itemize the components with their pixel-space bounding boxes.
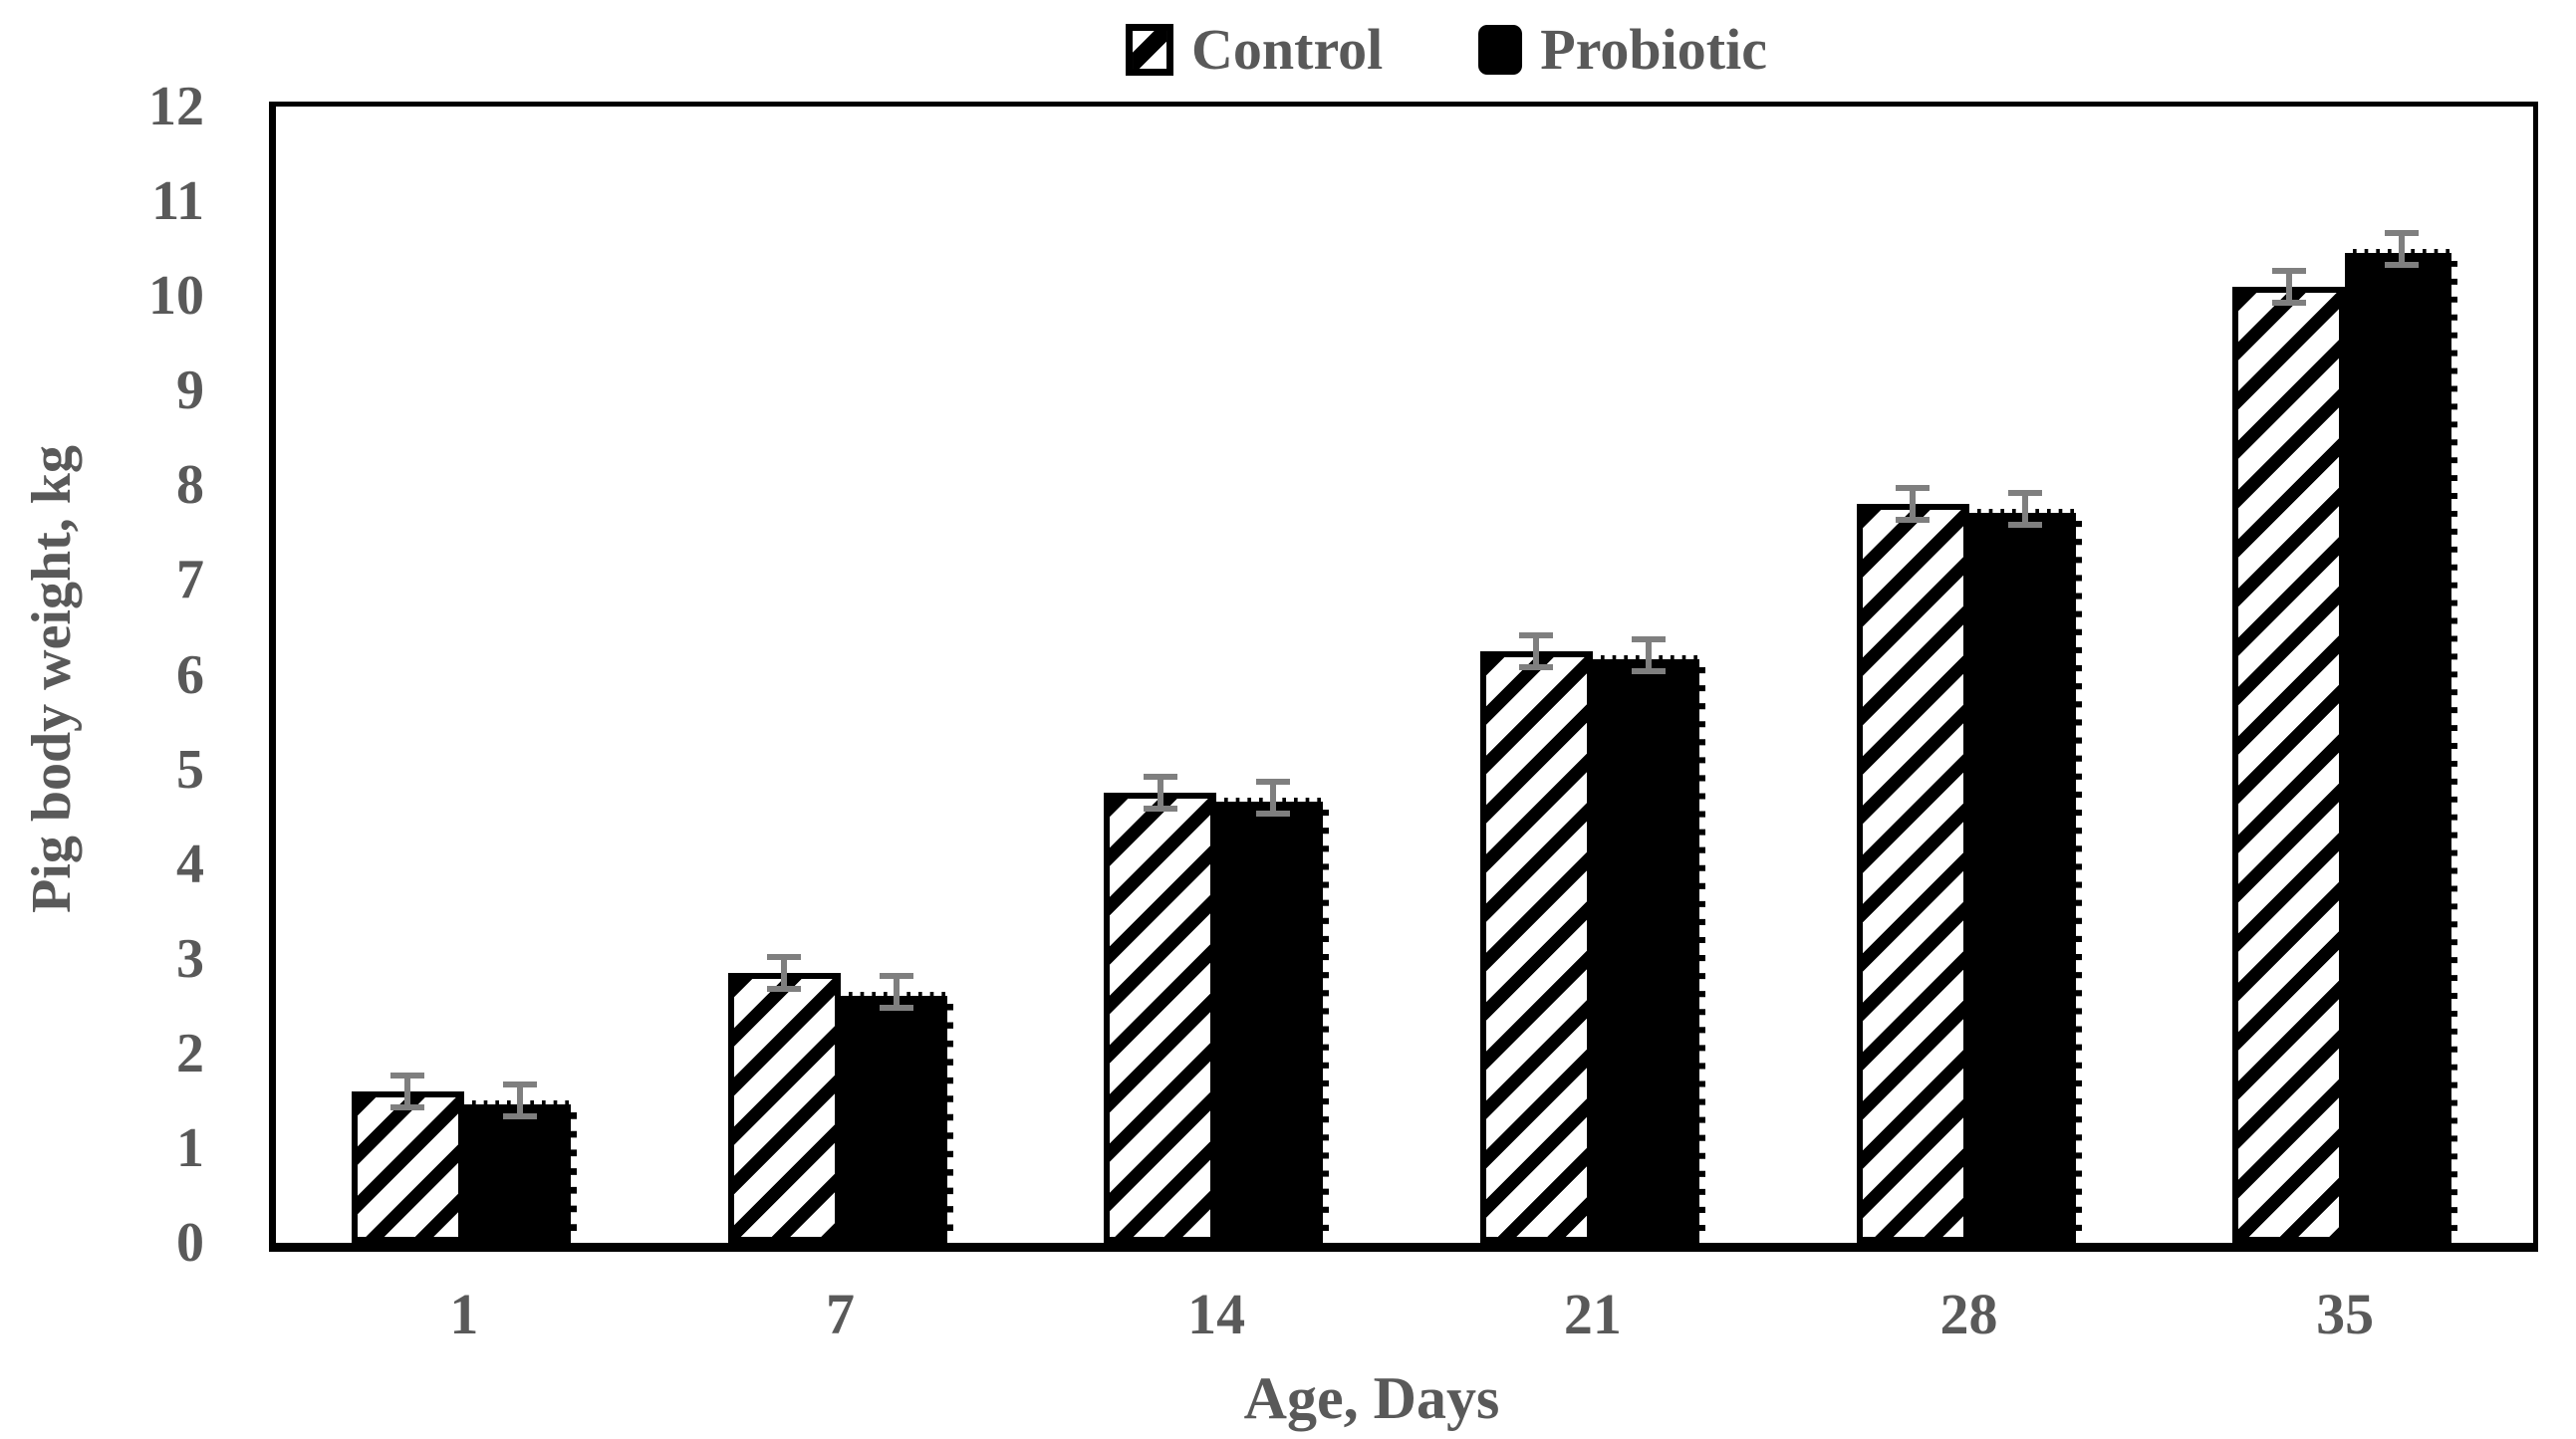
y-tick-label: 9	[176, 360, 204, 422]
error-bar-probiotic-day-35	[2384, 229, 2419, 268]
error-bar-probiotic-day-7	[880, 973, 913, 1012]
bar-control-day-7	[727, 973, 841, 1243]
error-bar-line	[517, 1081, 524, 1120]
bar-control-day-14	[1104, 793, 1217, 1243]
plot-area	[269, 102, 2538, 1252]
bar-control-day-28	[1856, 504, 1969, 1243]
bar-control-day-21	[1479, 650, 1593, 1243]
error-bar-top-cap	[880, 973, 913, 979]
y-tick-label: 1	[176, 1116, 204, 1179]
x-axis-ticks: 1 7 14 21 28 35	[276, 1283, 2533, 1354]
error-bar-control-day-21	[1519, 631, 1554, 670]
error-bar-bottom-cap	[1143, 806, 1177, 813]
x-tick-label: 35	[2316, 1282, 2375, 1346]
y-tick-label: 6	[176, 643, 204, 706]
bar-probiotic-day-14	[1216, 798, 1330, 1243]
bar-control-day-35	[2232, 286, 2346, 1243]
y-tick-label: 2	[176, 1022, 204, 1084]
error-bar-top-cap	[1896, 485, 1930, 492]
error-bar-bottom-cap	[1632, 668, 1667, 675]
error-bar-bottom-cap	[503, 1113, 538, 1120]
error-bar-control-day-28	[1896, 485, 1930, 524]
y-axis-ticks: 0 1 2 3 4 5 6 7 8 9 10 11 12	[0, 77, 204, 1273]
error-bar-top-cap	[390, 1072, 425, 1079]
error-bar-top-cap	[2271, 267, 2306, 274]
y-tick-label: 12	[148, 76, 204, 137]
error-bar-bottom-cap	[2008, 522, 2042, 529]
error-bar-top-cap	[1632, 636, 1667, 643]
error-bar-top-cap	[2384, 229, 2419, 236]
error-bar-probiotic-day-1	[503, 1081, 538, 1120]
hatch-swatch-icon	[1126, 24, 1174, 76]
y-tick-label: 0	[176, 1212, 204, 1274]
error-bar-line	[1157, 774, 1163, 813]
y-tick-label: 3	[176, 927, 204, 990]
error-bar-line	[2285, 267, 2292, 306]
error-bar-bottom-cap	[390, 1103, 425, 1110]
error-bar-probiotic-day-28	[2008, 490, 2042, 529]
error-bar-line	[404, 1072, 411, 1110]
error-bar-line	[781, 953, 787, 993]
y-tick-label: 10	[148, 265, 204, 328]
error-bar-bottom-cap	[880, 1005, 913, 1012]
error-bar-probiotic-day-21	[1632, 636, 1667, 675]
error-bar-control-day-7	[767, 953, 801, 993]
x-tick-label: 1	[449, 1282, 479, 1346]
error-bar-control-day-14	[1143, 774, 1177, 813]
legend-item-control: Control	[1126, 21, 1383, 79]
y-tick-label: 4	[176, 833, 204, 895]
legend: Control Probiotic	[1126, 8, 1767, 92]
error-bar-top-cap	[2008, 490, 2042, 497]
error-bar-bottom-cap	[767, 986, 801, 993]
y-tick-label: 5	[176, 738, 204, 801]
solid-swatch-icon	[1478, 25, 1523, 75]
error-bar-control-day-1	[390, 1072, 425, 1110]
error-bar-top-cap	[503, 1081, 538, 1088]
error-bar-line	[1910, 485, 1916, 524]
bar-probiotic-day-35	[2345, 248, 2458, 1243]
legend-label-probiotic: Probiotic	[1540, 17, 1767, 82]
error-bar-top-cap	[1143, 774, 1177, 781]
error-bar-bottom-cap	[2384, 261, 2419, 268]
legend-label-control: Control	[1191, 17, 1384, 82]
error-bar-line	[2022, 490, 2028, 529]
error-bar-line	[1269, 779, 1276, 818]
x-axis-title: Age, Days	[1243, 1365, 1500, 1431]
x-tick-label: 28	[1939, 1282, 1998, 1346]
bar-probiotic-day-7	[840, 992, 953, 1243]
error-bar-line	[1533, 631, 1540, 670]
x-tick-label: 21	[1563, 1282, 1622, 1346]
error-bar-top-cap	[1255, 779, 1290, 786]
x-tick-label: 14	[1187, 1282, 1246, 1346]
error-bar-control-day-35	[2271, 267, 2306, 306]
y-tick-label: 11	[151, 170, 204, 233]
error-bar-bottom-cap	[2271, 299, 2306, 306]
bar-probiotic-day-21	[1592, 655, 1705, 1243]
error-bar-bottom-cap	[1896, 517, 1930, 524]
error-bar-top-cap	[1519, 631, 1554, 638]
x-tick-label: 7	[826, 1282, 855, 1346]
error-bar-line	[2398, 229, 2405, 268]
y-tick-label: 8	[176, 454, 204, 517]
error-bar-line	[1646, 636, 1653, 675]
error-bar-probiotic-day-14	[1255, 779, 1290, 818]
bar-probiotic-day-1	[463, 1100, 577, 1243]
legend-item-probiotic: Probiotic	[1478, 21, 1767, 79]
error-bar-bottom-cap	[1255, 811, 1290, 818]
error-bar-top-cap	[767, 953, 801, 960]
bar-probiotic-day-28	[1968, 509, 2082, 1243]
error-bar-line	[894, 973, 900, 1012]
error-bar-bottom-cap	[1519, 663, 1554, 670]
y-tick-label: 7	[176, 549, 204, 611]
bar-control-day-1	[351, 1090, 464, 1243]
